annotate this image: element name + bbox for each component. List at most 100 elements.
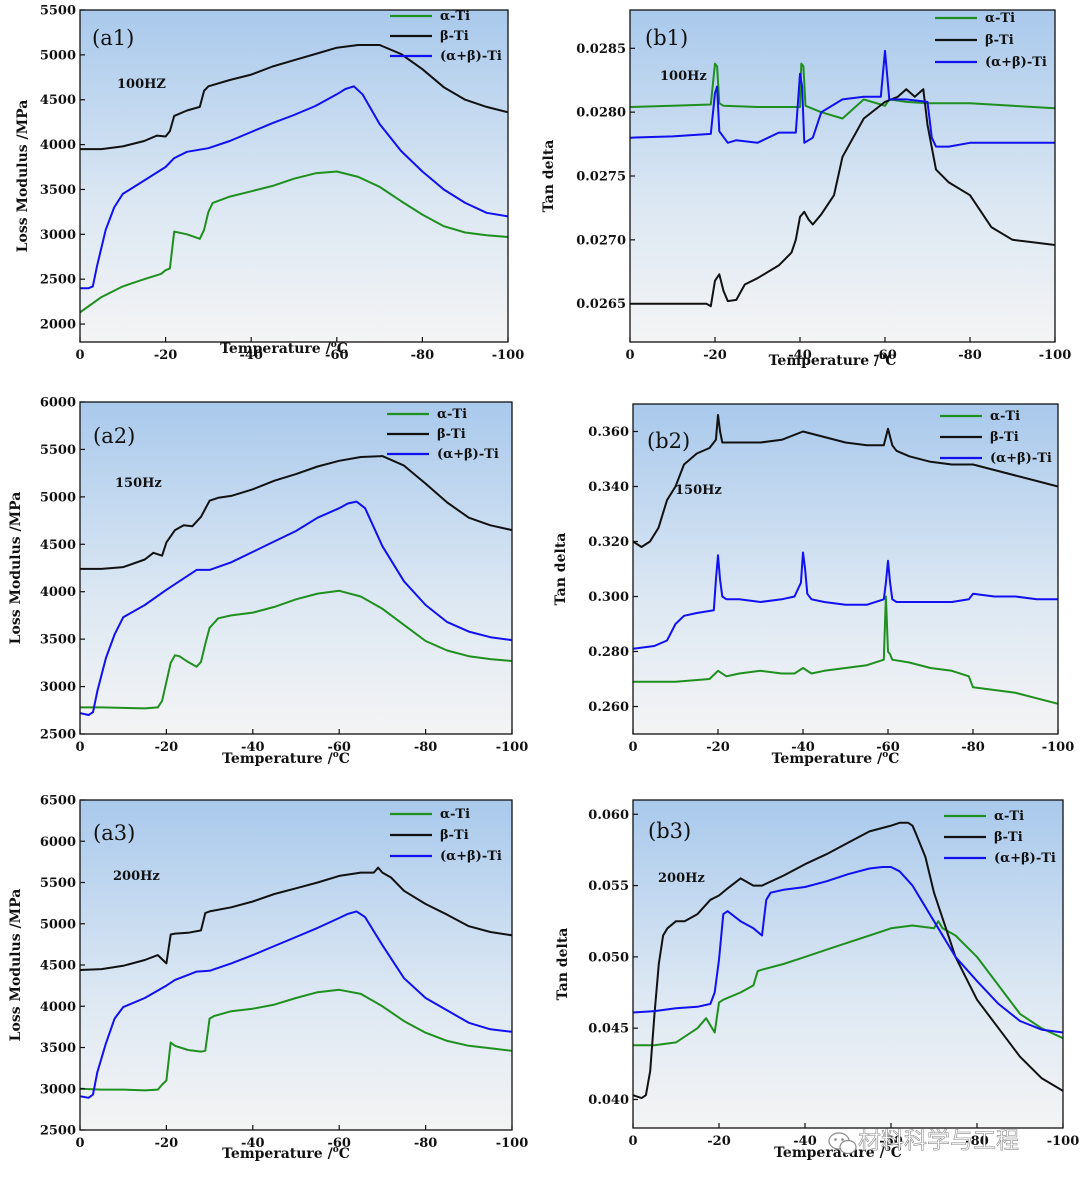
x-tick-label: -20 [703,348,727,363]
y-tick-label: 5000 [40,917,76,932]
legend-label: (α+β)-Ti [990,451,1052,466]
x-tick-label: -80 [411,348,435,363]
x-tick-label: -40 [239,348,263,363]
x-tick-label: -60 [879,1134,903,1149]
y-tick-label: 0.0265 [576,297,626,312]
x-axis-label-unit: C [888,751,899,767]
y-tick-label: 4000 [40,1000,76,1015]
y-tick-label: 3500 [40,633,76,648]
legend-label: β-Ti [437,427,466,442]
chart-panel-b3: 0 -20 -40 -60 -80 -100 0.040 0.045 0.050 0.055 0.0… [555,799,1079,1161]
x-tick-label: -100 [496,740,529,755]
y-tick-label: 3000 [40,1082,76,1097]
x-tick-label: 0 [75,1136,84,1151]
y-tick-label: 3000 [40,680,76,695]
series-line-alpha [80,589,512,710]
series-line-beta [80,455,512,570]
x-axis-label-unit: C [339,1146,350,1162]
legend-label: (α+β)-Ti [437,447,499,462]
frequency-label: 200Hz [658,871,705,886]
y-tick-label: 0.0280 [576,106,626,121]
x-axis-label-unit: C [337,341,348,357]
series-line-alphabeta [633,551,1058,650]
y-tick-label: 2000 [40,318,76,333]
x-tick-label: -20 [155,740,179,755]
y-tick-label: 0.0275 [576,170,626,185]
y-axis-label: Tan delta [553,533,569,606]
y-tick-label: 5500 [40,443,76,458]
legend-label: β-Ti [994,830,1023,845]
series-line-beta [633,414,1058,548]
series-line-alphabeta [80,910,512,1099]
y-tick-label: 4500 [40,93,76,108]
legend-label: (α+β)-Ti [985,55,1047,70]
panel-label: (b3) [648,819,691,843]
plot-frame [632,799,1064,1129]
frequency-label: 200Hz [113,869,160,884]
watermark-text: 材料科学与工程 [858,1128,1019,1154]
panel-label: (a1) [92,26,134,50]
frequency-label: 150Hz [675,483,722,498]
legend-label: β-Ti [990,430,1019,445]
plot-frame [79,9,509,343]
x-tick-label: -100 [1039,348,1072,363]
y-axis-label: Loss Modulus /MPa [8,492,24,645]
legend-label: α-Ti [440,807,470,822]
y-tick-label: 2500 [40,273,76,288]
y-axis-label: Loss Modulus /MPa [8,889,24,1042]
y-tick-label: 0.340 [588,480,629,495]
chart-panel-a1: 0 -20 -40 -60 -80 -100 2000 2500 3000 3500 4000 450… [15,4,524,364]
y-axis-label: Tan delta [555,928,571,1001]
legend-label: α-Ti [985,11,1015,26]
y-tick-label: 0.0270 [576,233,626,248]
x-axis-label-degree: o [882,750,888,760]
x-axis-label: Temperature /oC [769,352,897,369]
series-line-beta [80,44,508,151]
panel-label: (a2) [93,424,135,448]
series-line-beta [80,866,512,971]
x-tick-label: -40 [791,740,815,755]
x-tick-label: -80 [414,740,438,755]
legend-label: β-Ti [985,33,1014,48]
x-tick-label: 0 [625,348,634,363]
chart-panel-a3: 0 -20 -40 -60 -80 -100 2500 3000 3500 4000 4500 500… [8,794,528,1163]
y-tick-label: 5500 [40,4,76,19]
x-axis-label-unit: C [339,751,350,767]
legend-label: β-Ti [440,828,469,843]
x-tick-label: -20 [155,1136,179,1151]
x-tick-label: -80 [958,348,982,363]
y-tick-label: 0.040 [588,1093,629,1108]
series-line-beta [630,88,1055,308]
frequency-label: 100HZ [117,77,166,92]
plot-background [80,402,512,734]
y-tick-label: 3500 [40,183,76,198]
y-tick-label: 0.300 [588,590,629,605]
x-tick-label: -60 [873,348,897,363]
chart-panel-b2: 0 -20 -40 -60 -80 -100 0.260 0.280 0.300 0.320 0.3… [553,403,1074,767]
x-axis-label: Temperature /oC [772,750,900,767]
y-tick-label: 2500 [40,1124,76,1139]
plot-frame [79,401,513,735]
y-tick-label: 5500 [40,876,76,891]
legend-label: α-Ti [440,9,470,24]
x-tick-label: 0 [628,740,637,755]
series-line-alphabeta [80,85,508,290]
series-line-alphabeta [80,500,512,716]
x-tick-label: -60 [327,740,351,755]
plot-frame [632,403,1059,735]
panel-label: (b2) [647,429,690,453]
frequency-label: 150Hz [115,476,162,491]
x-tick-label: -80 [414,1136,438,1151]
y-tick-label: 0.0285 [576,42,626,57]
x-tick-label: -100 [496,1136,529,1151]
x-tick-label: -20 [154,348,178,363]
x-tick-label: 0 [75,740,84,755]
y-tick-label: 0.055 [588,879,629,894]
legend-label: (α+β)-Ti [994,851,1056,866]
x-tick-label: -40 [788,348,812,363]
y-tick-label: 0.260 [588,700,629,715]
y-tick-label: 0.050 [588,950,629,965]
x-axis-label: Temperature /oC [220,340,348,357]
series-line-alphabeta [630,49,1055,148]
legend-label: (α+β)-Ti [440,849,502,864]
